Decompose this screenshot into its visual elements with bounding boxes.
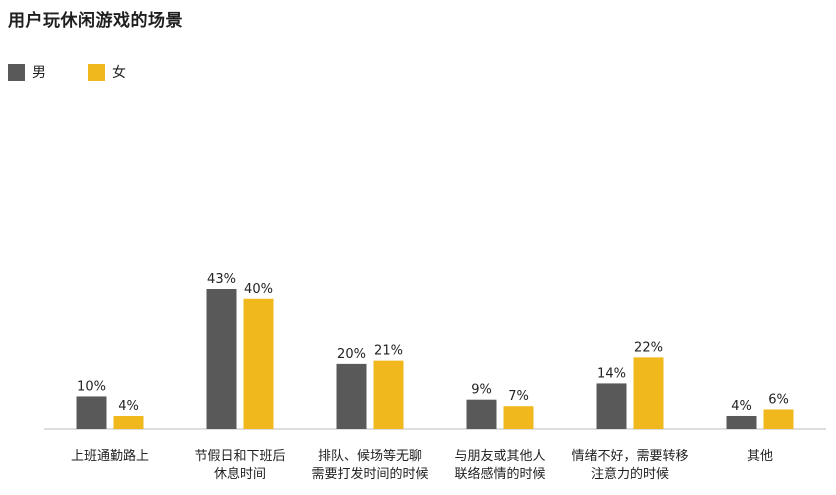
- legend-item-male: 男: [8, 62, 46, 82]
- bar-female-3: [503, 406, 534, 429]
- legend-label-male: 男: [32, 65, 46, 81]
- data-label-male-2: 20%: [337, 347, 366, 362]
- bar-female-1: [243, 298, 274, 429]
- bar-male-2: [336, 363, 367, 429]
- chart-title: 用户玩休闲游戏的场景: [8, 11, 183, 31]
- category-label-2: 排队、候场等无聊: [318, 448, 422, 464]
- data-label-male-3: 9%: [471, 383, 492, 398]
- category-label-1-line-1: 休息时间: [214, 466, 266, 482]
- category-label-1: 节假日和下班后: [194, 449, 285, 464]
- category-label-3-line-1: 联络感情的时候: [454, 466, 545, 482]
- legend-swatch-female: [88, 63, 105, 81]
- data-label-female-0: 4%: [118, 399, 139, 414]
- data-label-female-1: 40%: [244, 282, 273, 297]
- data-label-male-0: 10%: [77, 379, 106, 394]
- data-label-male-4: 14%: [597, 366, 626, 381]
- data-label-female-5: 6%: [768, 392, 789, 407]
- data-label-female-2: 21%: [374, 344, 403, 359]
- bar-female-0: [113, 415, 144, 429]
- category-label-3: 与朋友或其他人: [454, 448, 545, 464]
- category-label-5: 其他: [747, 449, 773, 464]
- legend-label-female: 女: [112, 65, 126, 81]
- bar-male-0: [76, 396, 107, 429]
- legend: 男 女: [8, 62, 126, 82]
- bar-male-3: [466, 399, 497, 429]
- bar-female-2: [373, 360, 404, 429]
- bar-male-5: [726, 415, 757, 429]
- legend-swatch-male: [8, 63, 25, 81]
- bar-male-1: [206, 288, 237, 429]
- data-label-male-1: 43%: [207, 272, 236, 287]
- bar-female-4: [633, 357, 664, 429]
- legend-item-female: 女: [88, 62, 126, 82]
- category-label-4-line-1: 注意力的时候: [591, 466, 669, 482]
- category-label-2-line-1: 需要打发时间的时候: [311, 466, 428, 482]
- category-label-0: 上班通勤路上: [71, 448, 149, 464]
- category-label-4: 情绪不好，需要转移: [571, 449, 688, 464]
- bar-male-4: [596, 383, 627, 429]
- data-label-male-5: 4%: [731, 399, 752, 414]
- bar-female-5: [763, 409, 794, 429]
- data-label-female-4: 22%: [634, 340, 663, 355]
- data-label-female-3: 7%: [508, 389, 529, 404]
